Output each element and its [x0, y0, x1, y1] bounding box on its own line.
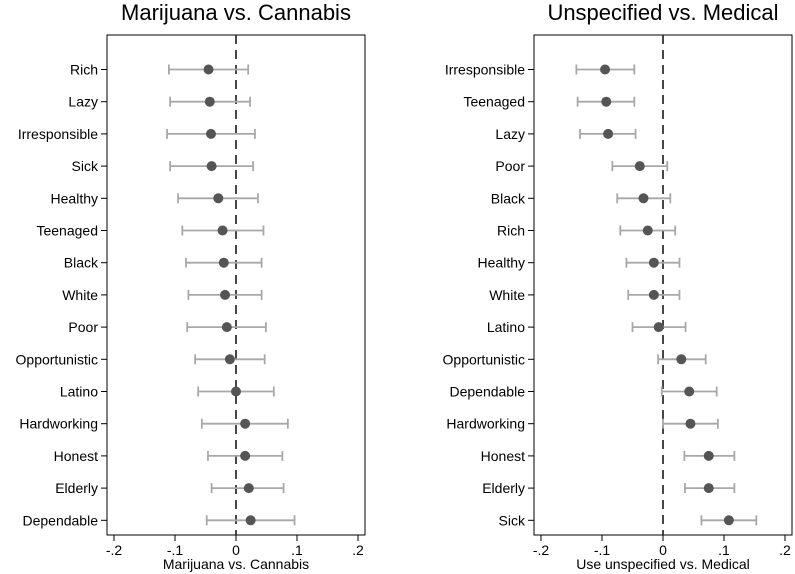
category-label: Irresponsible [445, 62, 525, 78]
category-label: Sick [72, 158, 99, 174]
point-estimate [245, 515, 256, 526]
x-tick-label: 0 [232, 542, 240, 558]
category-label: White [489, 287, 525, 303]
x-tick-label: -.2 [533, 542, 550, 558]
category-label: Lazy [495, 126, 525, 142]
point-estimate [600, 64, 611, 75]
x-axis-label: Use unspecified vs. Medical [576, 556, 750, 572]
point-estimate [205, 128, 216, 139]
x-tick-label: -.2 [106, 542, 123, 558]
category-label: Latino [487, 319, 525, 335]
category-label: Rich [70, 62, 98, 78]
chart-title: Unspecified vs. Medical [547, 0, 778, 25]
point-estimate [648, 257, 659, 268]
point-estimate [218, 257, 229, 268]
category-label: Hardworking [446, 416, 525, 432]
x-tick-label: 0 [659, 542, 667, 558]
category-label: Poor [68, 319, 98, 335]
panel-marijuana-vs-cannabis: Marijuana vs. Cannabis -.2 -.1 0 .1 .2 Marijua… [16, 0, 366, 572]
category-label: Sick [499, 512, 526, 528]
chart-title: Marijuana vs. Cannabis [121, 0, 351, 25]
category-label: Opportunistic [443, 351, 525, 367]
point-estimate [203, 64, 214, 75]
category-label: Dependable [449, 384, 525, 400]
point-estimate [240, 418, 251, 429]
category-label: Elderly [482, 480, 525, 496]
point-estimate [653, 322, 664, 333]
category-label: Irresponsible [18, 126, 98, 142]
point-estimate [676, 354, 687, 365]
category-label: White [62, 287, 98, 303]
point-estimate [648, 289, 659, 300]
point-estimate [601, 96, 612, 107]
point-estimate [684, 386, 695, 397]
x-tick-label: .1 [718, 542, 730, 558]
point-estimate [206, 161, 217, 172]
point-estimate [638, 193, 649, 204]
category-label: Lazy [68, 94, 98, 110]
point-estimate [231, 386, 241, 397]
category-label: Elderly [55, 480, 98, 496]
point-estimate [240, 450, 251, 461]
point-estimate [221, 322, 232, 333]
point-estimate [703, 450, 714, 461]
x-tick-label: -.1 [594, 542, 611, 558]
point-estimate [224, 354, 235, 365]
x-axis-label: Marijuana vs. Cannabis [163, 556, 309, 572]
category-label: Black [64, 255, 99, 271]
category-label: Healthy [478, 255, 525, 271]
point-estimate [703, 483, 714, 494]
x-tick-label: .2 [779, 542, 791, 558]
category-label: Black [491, 190, 526, 206]
category-label: Dependable [22, 512, 98, 528]
point-estimate [213, 193, 224, 204]
category-label: Teenaged [463, 94, 525, 110]
category-label: Honest [54, 448, 98, 464]
x-tick-label: -.1 [167, 542, 184, 558]
point-estimate [217, 225, 228, 236]
panel-unspecified-vs-medical: Unspecified vs. Medical -.2 -.1 0 .1 .2 Use un… [443, 0, 793, 572]
point-estimate [204, 96, 215, 107]
category-label: Healthy [51, 190, 98, 206]
category-label: Latino [60, 384, 98, 400]
point-estimate [685, 418, 696, 429]
x-tick-label: .2 [352, 542, 364, 558]
category-label: Poor [495, 158, 525, 174]
point-estimate [243, 483, 254, 494]
category-label: Hardworking [19, 416, 98, 432]
point-estimate [723, 515, 734, 526]
point-estimate [642, 225, 653, 236]
category-label: Honest [481, 448, 525, 464]
category-label: Rich [497, 223, 525, 239]
point-estimate [220, 289, 231, 300]
point-estimate [634, 161, 645, 172]
category-label: Teenaged [36, 223, 98, 239]
point-estimate [603, 128, 614, 139]
x-tick-label: .1 [291, 542, 303, 558]
category-label: Opportunistic [16, 351, 98, 367]
